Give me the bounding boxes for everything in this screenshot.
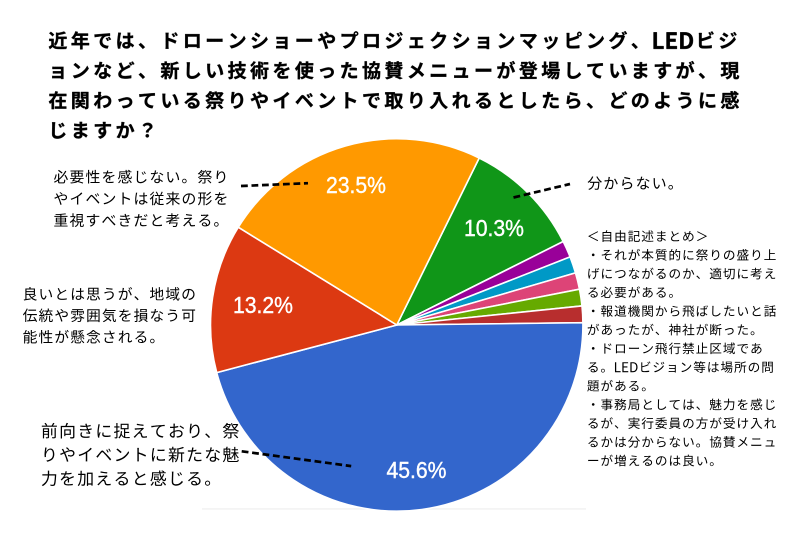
svg-text:45.6%: 45.6% [387, 457, 447, 483]
svg-text:23.5%: 23.5% [326, 172, 386, 198]
svg-text:13.2%: 13.2% [233, 292, 293, 318]
svg-text:10.3%: 10.3% [464, 215, 524, 241]
